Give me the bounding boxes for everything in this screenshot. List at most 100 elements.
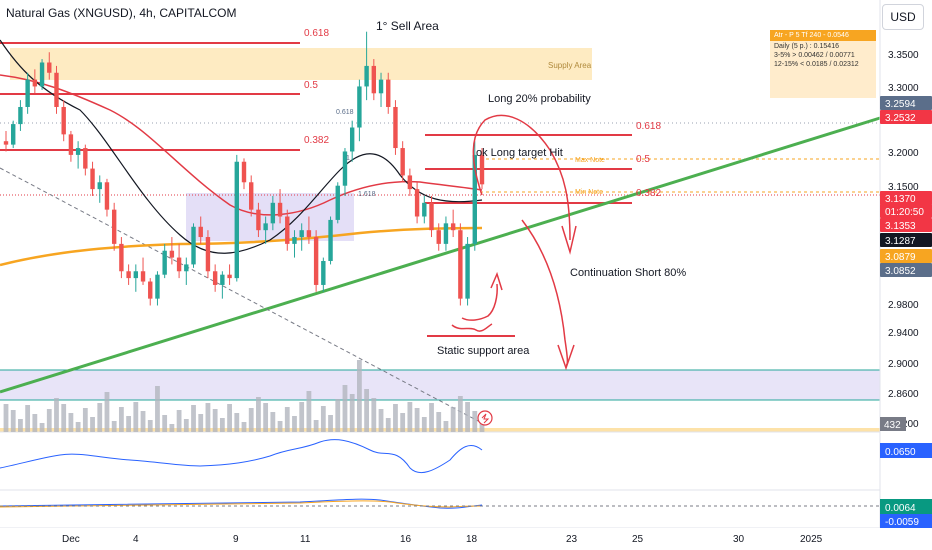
volume-bar	[292, 416, 297, 432]
candle	[277, 189, 283, 224]
currency-button[interactable]: USD	[882, 4, 924, 30]
candle	[61, 100, 66, 142]
price-tag: 01:20:50	[880, 204, 932, 218]
candle	[321, 257, 326, 292]
svg-text:0.0064: 0.0064	[885, 503, 916, 514]
volume-bar	[414, 408, 420, 432]
candle	[191, 223, 196, 268]
x-tick-label: 18	[466, 534, 478, 545]
volume-bar	[198, 414, 204, 432]
svg-text:01:20:50: 01:20:50	[885, 207, 924, 218]
volume-bar	[147, 420, 153, 432]
supply-area-label: Supply Area	[548, 61, 592, 70]
candle	[212, 264, 218, 292]
candle	[342, 148, 348, 196]
candle	[458, 223, 463, 306]
candle	[25, 72, 30, 114]
fib-left-05-label: 0.5	[304, 80, 318, 91]
atr-line-3: 12-15% < 0.0185 / 0.02312	[774, 61, 859, 68]
candle	[162, 243, 167, 279]
uptrend-line[interactable]	[0, 116, 881, 394]
volume-bar	[443, 421, 449, 432]
fib-right-05-label: 0.5	[636, 154, 650, 165]
max-note-label: Max Note	[575, 157, 605, 164]
volume-bar	[191, 405, 196, 432]
volume-bar	[270, 412, 276, 432]
atr-header: Atr - P 5 Tf 240 - 0.0546	[770, 30, 876, 41]
fib-left-0382-label: 0.382	[304, 135, 329, 146]
candle	[386, 72, 391, 114]
candle	[349, 120, 355, 162]
candle	[111, 202, 117, 251]
volume-bar	[140, 411, 146, 432]
candle	[263, 216, 268, 244]
price-tag: 3.1287	[880, 233, 932, 247]
sell-area-label: 1° Sell Area	[376, 19, 439, 33]
candle	[198, 216, 203, 244]
volume-bar	[234, 413, 240, 432]
candle	[133, 264, 139, 292]
volume-bar	[75, 422, 81, 432]
y-tick-label: 2.8600	[888, 389, 919, 400]
volume-bar	[111, 421, 117, 432]
price-tag: 3.2594	[880, 96, 932, 110]
candle	[169, 237, 175, 265]
candle	[90, 161, 95, 196]
continuation-short-label: Continuation Short 80%	[570, 267, 686, 279]
candle	[357, 79, 362, 142]
candle	[83, 144, 88, 176]
price-tag: 3.0852	[880, 263, 932, 277]
svg-text:-0.0059: -0.0059	[885, 517, 919, 528]
volume-bar	[284, 407, 290, 432]
candle	[285, 209, 290, 251]
candle	[436, 223, 441, 251]
svg-text:432: 432	[884, 420, 901, 431]
y-tick-label: 3.1500	[888, 182, 919, 193]
volume-bar	[465, 402, 470, 432]
volume-bar	[479, 420, 485, 432]
price-tag: 3.1370	[880, 191, 932, 205]
consolidation-box	[186, 193, 354, 241]
fib-left-0618-label: 0.618	[304, 28, 329, 39]
candle	[47, 52, 52, 80]
ma-orange	[0, 226, 483, 267]
volume-bar	[54, 398, 59, 432]
svg-text:3.2594: 3.2594	[885, 99, 916, 110]
x-tick-label: 23	[566, 534, 578, 545]
svg-text:3.0852: 3.0852	[885, 266, 916, 277]
candle	[97, 175, 102, 203]
volume-bar	[277, 421, 283, 432]
volume-bar	[227, 404, 232, 432]
volume-bar	[378, 409, 384, 432]
volume-bar	[328, 415, 333, 432]
x-tick-label: 11	[300, 534, 311, 545]
candle	[306, 216, 312, 244]
support-squiggle	[451, 323, 493, 332]
volume-bar	[299, 402, 305, 432]
candle	[234, 154, 239, 282]
volume-bar	[356, 360, 362, 432]
fib-small-0618: 0.618	[336, 109, 354, 116]
candle	[75, 141, 81, 169]
atr-line-2: 3-5% > 0.00462 / 0.00771	[774, 52, 855, 59]
chart-title: Natural Gas (XNGUSD), 4h, CAPITALCOM	[6, 6, 237, 20]
macd-tag: 0.0064	[880, 499, 932, 514]
price-tag: 3.1353	[880, 218, 932, 232]
volume-bar	[436, 412, 442, 432]
candle	[313, 230, 319, 292]
volume-bar	[349, 394, 355, 432]
alert-icon[interactable]	[477, 410, 493, 426]
candle	[3, 130, 9, 152]
static-support-zone	[0, 370, 880, 400]
volume-bar	[97, 403, 103, 432]
fib-small-1: 1	[346, 155, 350, 162]
candle	[429, 195, 434, 238]
x-tick-label: 2025	[800, 534, 823, 545]
candle	[443, 216, 449, 251]
candle	[241, 158, 247, 190]
candle	[39, 59, 45, 90]
candle	[414, 182, 420, 224]
svg-text:3.2532: 3.2532	[885, 113, 916, 124]
x-tick-label: 25	[632, 534, 644, 545]
